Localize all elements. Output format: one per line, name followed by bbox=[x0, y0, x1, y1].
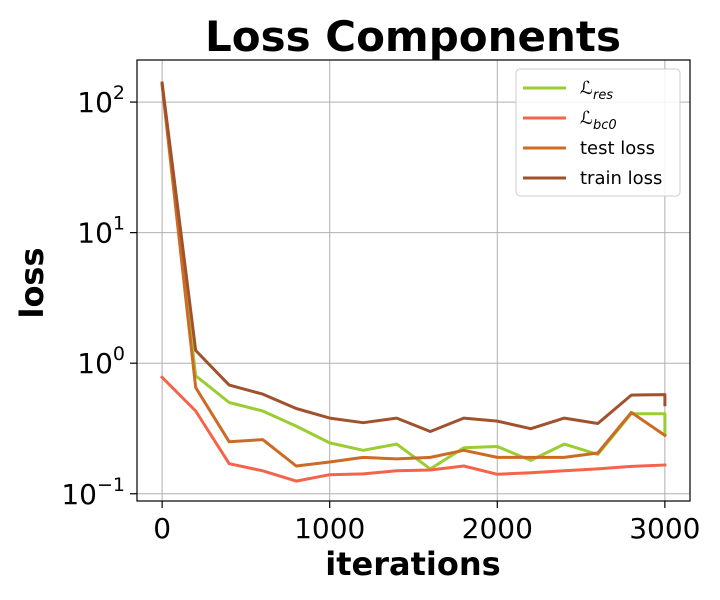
legend-label: test loss bbox=[580, 138, 655, 159]
x-tick-label: 2000 bbox=[462, 512, 533, 545]
y-tick-label: 101 bbox=[77, 213, 125, 250]
y-tick-label: 102 bbox=[77, 82, 125, 119]
x-axis-label: iterations bbox=[325, 545, 500, 583]
legend-label: ℒres bbox=[580, 78, 613, 103]
x-tick-label: 0 bbox=[153, 512, 171, 545]
series-layer bbox=[159, 81, 667, 483]
legend-label: ℒbc0 bbox=[580, 108, 617, 133]
legend-label: train loss bbox=[580, 168, 662, 189]
series-line-3 bbox=[160, 81, 667, 433]
y-tick-label: 10−1 bbox=[61, 474, 125, 511]
plot-frame bbox=[136, 59, 691, 502]
chart-title: Loss Components bbox=[205, 12, 621, 61]
y-axis-label: loss bbox=[13, 247, 51, 318]
series-line-2 bbox=[160, 83, 667, 468]
legend-box bbox=[515, 68, 681, 197]
legend: ℒres ℒbc0 test loss train loss bbox=[515, 68, 681, 197]
x-tick-label: 1000 bbox=[294, 512, 365, 545]
series-line-1 bbox=[159, 375, 667, 483]
ticks-layer: 0 1000 2000 3000 10−1 100 101 102 bbox=[61, 82, 700, 545]
x-tick-label: 3000 bbox=[629, 512, 700, 545]
y-tick-label: 100 bbox=[77, 343, 125, 380]
